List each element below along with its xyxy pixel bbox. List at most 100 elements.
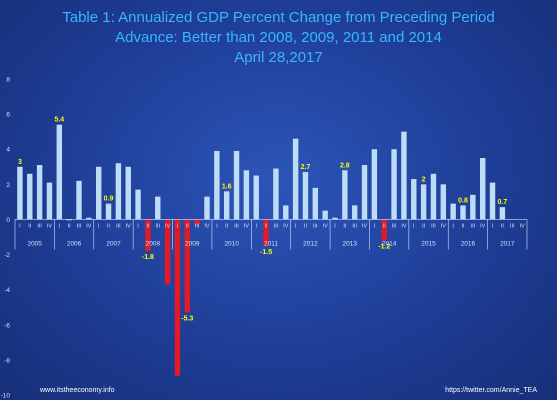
bar <box>489 182 496 220</box>
bar <box>66 219 72 221</box>
x-year-label: 2009 <box>185 240 200 247</box>
y-tick-label: -2 <box>4 252 10 259</box>
bar <box>361 165 368 220</box>
data-label: 0.8 <box>458 197 468 204</box>
bar <box>194 219 200 225</box>
x-quarter-label: I <box>137 223 139 229</box>
y-tick-label: 0 <box>6 217 10 224</box>
x-quarter-label: III <box>313 223 318 229</box>
y-tick-label: -4 <box>4 287 10 294</box>
x-quarter-label: IV <box>86 223 92 229</box>
x-quarter-label: IV <box>441 223 447 229</box>
bar <box>135 189 141 220</box>
bar <box>371 149 378 220</box>
x-quarter-label: IV <box>244 223 250 229</box>
bar <box>401 131 407 220</box>
x-quarter-label: IV <box>283 223 289 229</box>
data-label: 3 <box>18 159 22 166</box>
x-year-label: 2006 <box>67 240 82 247</box>
bar <box>174 219 181 376</box>
x-quarter-label: IV <box>165 223 171 229</box>
x-year-label: 2008 <box>146 240 161 247</box>
bar <box>214 150 220 220</box>
bar <box>204 196 210 220</box>
bar <box>27 173 33 220</box>
bar <box>145 219 151 252</box>
data-labels: 3 5.4 0.9 -1.8 -5.3 1.6 -1.5 2.7 2.8 -1.2 2 0.8 0.7 <box>18 117 507 323</box>
x-quarter-label: I <box>177 223 179 229</box>
x-quarter-label: II <box>461 223 465 229</box>
bar <box>430 173 437 220</box>
y-tick-label: 8 <box>6 77 10 84</box>
y-axis: -10 -8 -6 -4 -2 0 2 4 6 8 <box>1 77 11 400</box>
y-tick-label: 4 <box>6 147 10 154</box>
data-label: 2 <box>422 176 426 183</box>
x-quarter-label: I <box>374 223 376 229</box>
y-tick-label: 6 <box>6 112 10 119</box>
data-label: -5.3 <box>181 315 193 322</box>
x-quarter-label: I <box>59 223 61 229</box>
data-label: 0.7 <box>498 199 508 206</box>
x-quarter-label: III <box>116 223 121 229</box>
x-year-label: 2007 <box>106 240 121 247</box>
data-label: 5.4 <box>54 117 64 124</box>
x-quarter-label: II <box>304 223 308 229</box>
y-tick-label: -6 <box>4 322 10 329</box>
x-year-label: 2013 <box>343 240 358 247</box>
bar <box>95 166 102 220</box>
bar <box>46 182 53 220</box>
y-tick-label: -10 <box>1 393 11 400</box>
x-quarter-label: III <box>155 223 160 229</box>
x-quarter-label: III <box>510 223 515 229</box>
data-label: 1.6 <box>222 183 232 190</box>
y-tick-label: 2 <box>6 182 10 189</box>
x-quarter-label: I <box>255 223 257 229</box>
data-label: 2.7 <box>301 164 311 171</box>
chart-title-line-1: Table 1: Annualized GDP Percent Change f… <box>62 9 495 26</box>
x-quarter-label: I <box>216 223 218 229</box>
x-quarter-label: II <box>225 223 229 229</box>
bar <box>440 184 447 220</box>
x-year-label: 2011 <box>264 240 278 247</box>
bar <box>184 219 191 313</box>
bar <box>233 150 240 220</box>
bar <box>164 219 171 285</box>
x-quarter-label: IV <box>401 223 407 229</box>
bar <box>302 172 309 220</box>
x-quarter-label: I <box>98 223 100 229</box>
x-quarter-label: II <box>383 223 387 229</box>
x-quarter-label: I <box>492 223 494 229</box>
bar <box>391 149 397 220</box>
bar <box>450 203 456 220</box>
bar <box>460 205 466 220</box>
bar <box>479 158 486 220</box>
y-tick-label: -8 <box>4 357 10 364</box>
x-quarter-label: IV <box>47 223 53 229</box>
bars <box>17 124 506 376</box>
data-label: -1.8 <box>142 254 154 261</box>
bar <box>332 217 338 220</box>
bar <box>56 124 63 220</box>
x-quarter-label: II <box>186 223 190 229</box>
x-quarter-label: II <box>343 223 347 229</box>
x-quarter-label: IV <box>126 223 132 229</box>
x-quarter-label: II <box>107 223 111 229</box>
x-quarter-label: II <box>265 223 269 229</box>
x-quarter-label: IV <box>480 223 486 229</box>
chart-title-line-3: April 28,2017 <box>234 49 323 66</box>
x-quarter-label: IV <box>362 223 368 229</box>
bar <box>283 205 289 220</box>
bar <box>76 180 82 220</box>
x-year-label: 2017 <box>500 240 515 247</box>
bar <box>420 184 427 220</box>
footer-website: www.itstheeconomy.info <box>40 387 115 394</box>
x-quarter-label: IV <box>323 223 329 229</box>
data-label: -1.5 <box>260 249 272 256</box>
x-quarter-label: I <box>413 223 415 229</box>
x-quarter-label: III <box>77 223 82 229</box>
data-label: -1.2 <box>378 244 390 251</box>
bar <box>223 191 230 220</box>
x-year-label: 2010 <box>224 240 239 247</box>
